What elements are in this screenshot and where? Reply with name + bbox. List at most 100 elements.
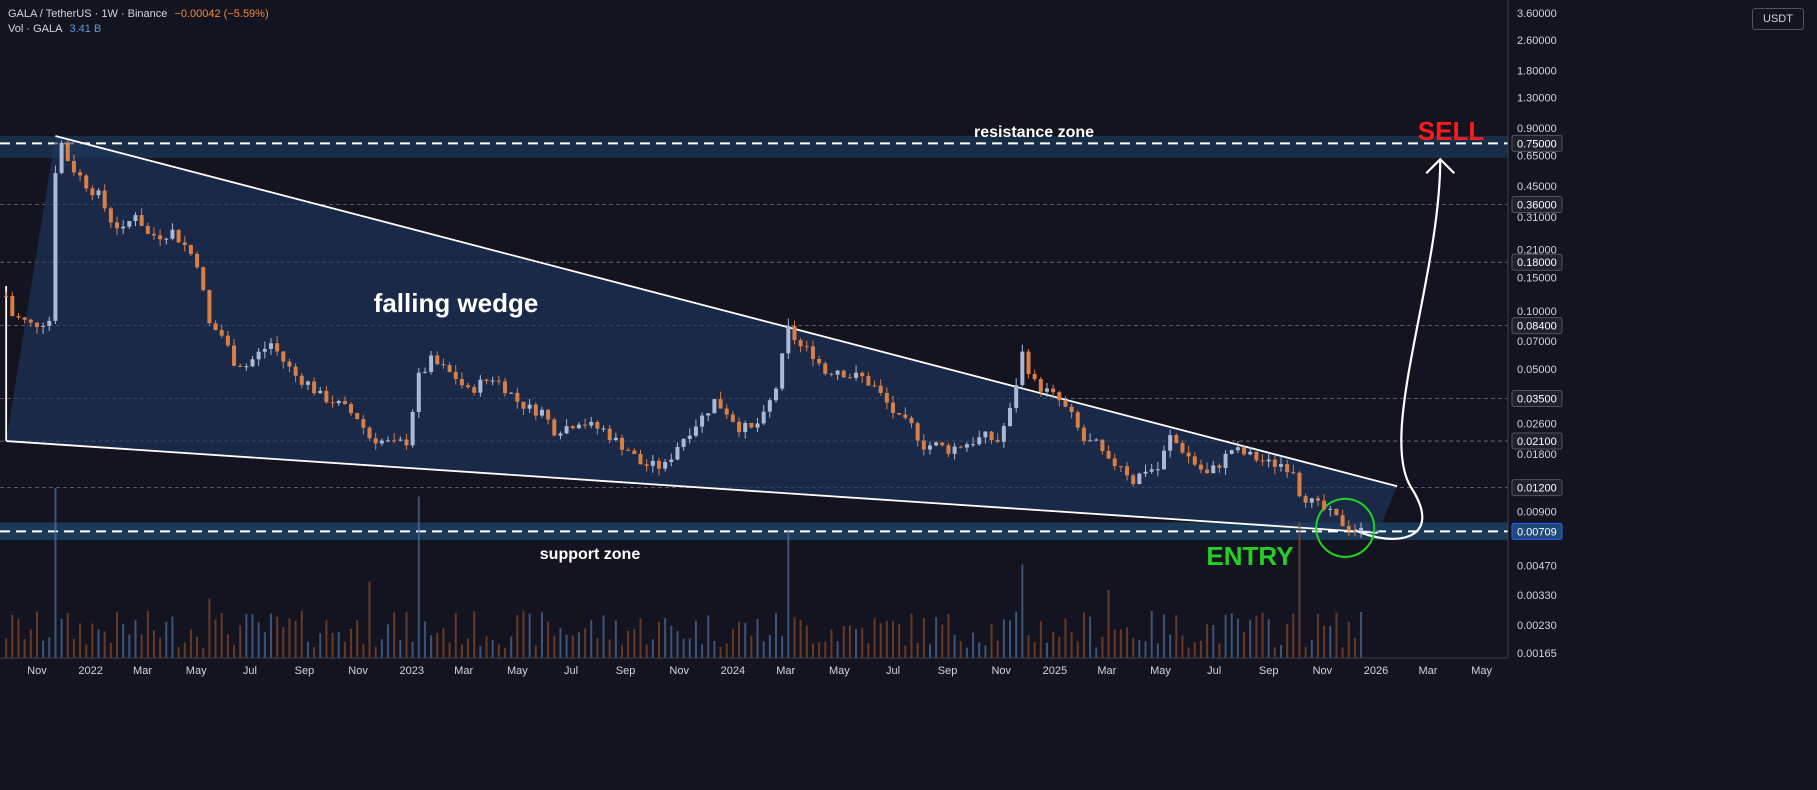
candle: [946, 445, 951, 454]
volume-bar: [1175, 615, 1178, 658]
candle: [570, 426, 575, 429]
volume-bar: [1280, 645, 1283, 658]
volume-bar: [781, 636, 784, 658]
volume-bar: [23, 639, 26, 658]
volume-bar: [1218, 643, 1221, 658]
volume-label[interactable]: Vol · GALA: [8, 23, 63, 35]
volume-bar: [140, 634, 143, 658]
candle: [718, 399, 723, 409]
candle: [342, 400, 347, 405]
volume-bar: [343, 641, 346, 658]
candle: [250, 359, 255, 367]
volume-bar: [146, 610, 149, 658]
volume-bar: [1187, 647, 1190, 658]
volume-bar: [750, 635, 753, 658]
candle: [644, 464, 649, 466]
volume-bar: [1360, 611, 1363, 658]
volume-bar: [226, 634, 229, 658]
price-level-tag: [1511, 390, 1563, 408]
candle: [626, 449, 631, 451]
volume-bar: [978, 642, 981, 658]
candle: [1051, 388, 1056, 393]
price-level-tag: [1511, 479, 1563, 497]
price-tick-label: 0.00165: [1517, 648, 1557, 660]
currency-button[interactable]: USDT: [1752, 8, 1804, 30]
candle: [1198, 464, 1203, 470]
candle: [441, 364, 446, 366]
volume-bar: [473, 611, 476, 658]
volume-bar: [602, 615, 605, 658]
candle: [915, 423, 920, 441]
volume-bar: [467, 638, 470, 658]
volume-bars: [5, 488, 1363, 658]
candle: [601, 428, 606, 430]
candle: [724, 408, 729, 415]
volume-bar: [386, 624, 389, 658]
candle: [1161, 450, 1166, 470]
candle: [854, 372, 859, 378]
candle: [281, 351, 286, 362]
wedge-lower-trendline: [6, 440, 1378, 534]
volume-bar: [559, 627, 562, 658]
candle: [361, 419, 366, 428]
volume-bar: [793, 617, 796, 658]
candle: [663, 462, 668, 469]
time-axis[interactable]: Nov 2022 Mar May Jul Sep Nov 2023 Mar May Jul Sep No…: [0, 657, 1817, 790]
candle: [749, 422, 754, 428]
candle: [392, 440, 397, 442]
price-level-tag: [1511, 196, 1563, 214]
volume-bar: [540, 612, 543, 658]
candle: [872, 385, 877, 387]
candle: [133, 215, 138, 222]
candle: [1125, 466, 1130, 476]
volume-bar: [177, 647, 180, 658]
volume-bar: [380, 639, 383, 658]
volume-bar: [664, 618, 667, 658]
candle: [1008, 407, 1013, 427]
volume-bar: [694, 620, 697, 658]
candle: [767, 400, 772, 412]
candle: [823, 363, 828, 374]
candle: [416, 372, 421, 412]
volume-bar: [183, 642, 186, 658]
candle: [10, 296, 15, 317]
volume-bar: [621, 645, 624, 658]
symbol-title[interactable]: GALA / TetherUS · 1W · Binance: [8, 8, 168, 20]
time-tick-label: Mar: [1097, 665, 1116, 677]
volume-bar: [830, 629, 833, 658]
volume-bar: [867, 643, 870, 658]
volume-bar: [1316, 613, 1319, 658]
time-tick-label: 2026: [1364, 665, 1388, 677]
volume-bar: [1126, 627, 1129, 658]
price-level-tag-label: 0.02100: [1517, 436, 1557, 448]
candle: [1038, 379, 1043, 392]
candle: [1020, 351, 1025, 386]
candle: [71, 160, 76, 173]
time-tick-label: Sep: [295, 665, 315, 677]
volume-bar: [282, 627, 285, 658]
price-level-tag-label: 0.18000: [1517, 257, 1557, 269]
volume-bar: [1144, 641, 1147, 658]
volume-bar: [1261, 612, 1264, 658]
volume-bar: [1039, 621, 1042, 658]
price-level-tag: [1511, 432, 1563, 450]
volume-bar: [799, 619, 802, 658]
volume-bar: [922, 617, 925, 658]
candle: [238, 365, 243, 367]
candle: [96, 190, 101, 196]
candle: [404, 439, 409, 446]
volume-bar: [79, 623, 82, 658]
volume-bar: [294, 620, 297, 658]
time-tick-label: May: [507, 665, 528, 677]
candle: [108, 208, 113, 223]
volume-bar: [941, 624, 944, 658]
volume-bar: [1138, 639, 1141, 658]
volume-bar: [1347, 621, 1350, 658]
candle: [509, 392, 514, 394]
volume-bar: [1058, 636, 1061, 658]
time-tick-label: Sep: [1259, 665, 1279, 677]
entry-label: ENTRY: [1206, 541, 1293, 571]
volume-bar: [202, 647, 205, 658]
